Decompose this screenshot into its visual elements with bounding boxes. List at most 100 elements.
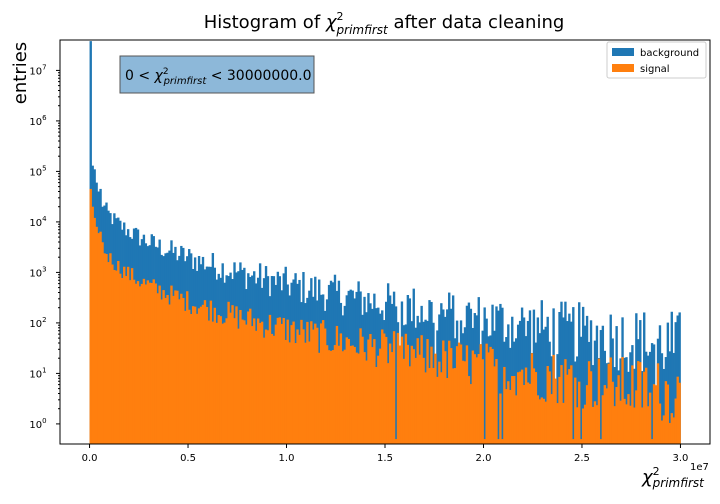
- background-bar: [576, 356, 579, 444]
- background-bar: [562, 317, 565, 444]
- x-tick-label: 1.0: [279, 453, 295, 464]
- signal-bar: [398, 345, 402, 444]
- signal-bar: [231, 305, 234, 444]
- background-bar: [678, 312, 681, 444]
- signal-bar: [625, 404, 628, 444]
- background-bar: [542, 329, 545, 444]
- background-bar: [583, 325, 587, 444]
- signal-bar: [329, 350, 333, 444]
- background-bar: [601, 325, 605, 444]
- background-bar: [556, 354, 559, 444]
- signal-bar: [463, 361, 467, 444]
- signal-bar: [91, 206, 94, 444]
- signal-bar: [434, 353, 437, 444]
- signal-bar: [455, 346, 459, 444]
- background-bar: [646, 355, 650, 444]
- signal-bar: [377, 355, 380, 444]
- signal-bar: [520, 369, 524, 444]
- signal-bar: [485, 343, 488, 444]
- signal-bar: [495, 358, 498, 444]
- signal-bar: [243, 320, 246, 444]
- signal-bar: [522, 385, 526, 444]
- signal-bar: [511, 376, 514, 444]
- signal-bar: [115, 270, 118, 444]
- signal-bar: [386, 363, 390, 444]
- signal-bar: [325, 345, 329, 444]
- signal-bar: [117, 260, 120, 444]
- signal-bar: [93, 217, 96, 444]
- signal-bar: [560, 365, 563, 444]
- signal-bar: [406, 344, 410, 444]
- signal-bar: [385, 336, 388, 444]
- signal-bar: [123, 266, 126, 444]
- background-bar: [580, 336, 583, 444]
- signal-bar: [568, 369, 571, 444]
- background-bar: [446, 309, 449, 444]
- background-bar: [666, 322, 670, 444]
- background-bar: [591, 365, 595, 444]
- signal-bar: [241, 319, 244, 444]
- signal-bar: [507, 381, 510, 444]
- signal-bar: [450, 348, 453, 444]
- background-bar: [394, 306, 398, 444]
- signal-bar: [99, 231, 102, 444]
- signal-bar: [262, 337, 266, 444]
- x-tick-label: 2.5: [574, 453, 590, 464]
- signal-bar: [168, 304, 171, 444]
- signal-bar: [650, 439, 654, 444]
- y-tick-label: 102: [29, 316, 46, 330]
- signal-bar: [613, 406, 616, 444]
- signal-bar: [583, 404, 587, 444]
- signal-bar: [239, 309, 242, 444]
- signal-bar: [469, 384, 473, 444]
- signal-bar: [258, 322, 262, 444]
- background-bar: [469, 308, 473, 444]
- y-tick-label: 105: [29, 164, 46, 178]
- background-bar: [674, 322, 677, 444]
- background-bar: [672, 352, 675, 444]
- signal-bar: [432, 367, 435, 444]
- signal-bar: [676, 376, 679, 444]
- signal-bar: [578, 381, 581, 444]
- signal-bar: [146, 280, 150, 444]
- signal-bar: [371, 347, 374, 444]
- signal-bar: [316, 327, 319, 444]
- signal-bar: [174, 290, 177, 444]
- signal-bar: [623, 398, 626, 444]
- signal-bar: [308, 341, 311, 444]
- signal-bar: [599, 439, 603, 444]
- signal-bar: [229, 312, 232, 444]
- signal-bar: [190, 313, 193, 444]
- signal-bar: [611, 381, 614, 444]
- signal-bar: [591, 406, 595, 444]
- signal-bar: [107, 262, 110, 444]
- signal-bar: [493, 366, 496, 444]
- signal-bar: [422, 357, 425, 444]
- legend-swatch-signal: [612, 64, 634, 72]
- signal-bar: [414, 357, 417, 444]
- signal-bar: [381, 329, 384, 444]
- x-tick-label: 3.0: [673, 453, 689, 464]
- signal-bar: [609, 357, 612, 444]
- signal-bar: [142, 278, 146, 444]
- signal-bar: [515, 395, 518, 444]
- x-offset-label: 1e7: [690, 462, 709, 473]
- signal-bar: [180, 293, 183, 444]
- signal-bar: [105, 253, 108, 444]
- signal-bar: [134, 283, 138, 444]
- background-bar: [599, 330, 603, 444]
- signal-bar: [186, 291, 189, 444]
- signal-bar: [345, 337, 348, 444]
- axis-ticks: 0.0 0.5 1.0 1.5 2.0 2.5 3.0 100 101 102 103 104 105 1…: [29, 63, 688, 464]
- background-bar: [595, 325, 599, 444]
- signal-bar: [440, 372, 443, 444]
- signal-bar: [658, 403, 662, 444]
- signal-bar: [660, 420, 664, 444]
- signal-bar: [335, 325, 339, 444]
- signal-bar: [302, 329, 305, 444]
- signal-bar: [343, 349, 347, 444]
- signal-bar: [213, 307, 217, 444]
- signal-bar: [270, 333, 274, 444]
